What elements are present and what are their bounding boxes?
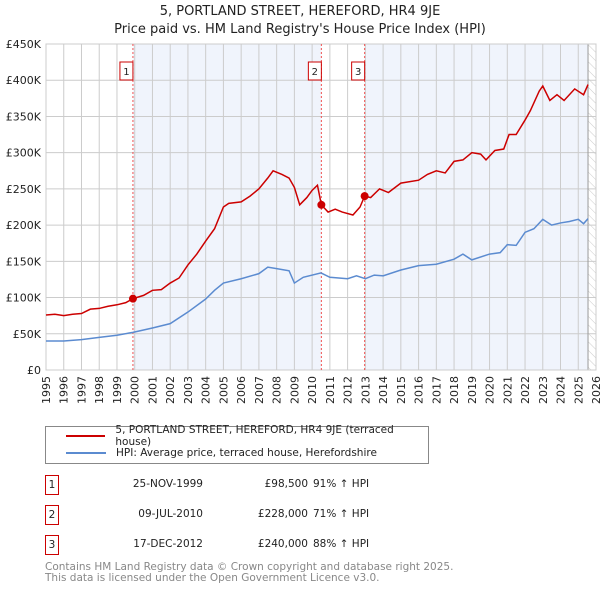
x-tick-label: 2022	[519, 376, 532, 404]
x-tick-label: 2005	[217, 376, 230, 404]
y-tick-label: £150K	[6, 255, 42, 268]
y-tick-label: £450K	[6, 38, 42, 51]
x-tick-label: 1995	[40, 376, 53, 404]
legend: 5, PORTLAND STREET, HEREFORD, HR4 9JE (t…	[45, 424, 429, 464]
sale-price: £98,500	[264, 478, 308, 490]
x-tick-label: 2015	[395, 376, 408, 404]
hpi-diff: 71% ↑ HPI	[313, 508, 370, 520]
property-price-line	[45, 84, 589, 317]
sale-price: £228,000	[257, 508, 308, 520]
x-tick-label: 2017	[430, 376, 443, 404]
hpi-diff: 88% ↑ HPI	[313, 538, 370, 550]
x-tick-label: 2019	[466, 376, 479, 404]
marker-badge: 2	[45, 505, 59, 525]
x-tick-label: 2001	[146, 376, 159, 404]
x-tick-label: 2000	[129, 376, 142, 404]
x-tick-label: 2010	[306, 376, 319, 404]
x-tick-label: 2007	[253, 376, 266, 404]
y-tick-label: £300K	[6, 147, 42, 160]
x-tick-label: 2024	[555, 376, 568, 404]
x-tick-label: 2011	[324, 376, 337, 404]
x-tick-label: 2020	[484, 376, 497, 404]
legend-item-hpi: HPI: Average price, terraced house, Here…	[66, 446, 377, 460]
sale-marker-label: 1	[123, 67, 129, 78]
shaded-range	[364, 44, 589, 370]
sale-price: £240,000	[257, 538, 308, 550]
x-tick-label: 2012	[342, 376, 355, 404]
x-tick-label: 2002	[164, 376, 177, 404]
legend-swatch-blue	[66, 452, 106, 454]
sale-marker-label: 2	[312, 67, 318, 78]
transaction-row: 2 09-JUL-2010 £228,000 71% ↑ HPI	[45, 505, 465, 525]
forecast-hatch	[588, 44, 596, 370]
y-tick-label: £200K	[6, 219, 42, 232]
x-tick-label: 2023	[537, 376, 550, 404]
sale-date: 17-DEC-2012	[133, 538, 203, 550]
x-tick-label: 2008	[271, 376, 284, 404]
hpi-diff: 91% ↑ HPI	[313, 478, 370, 490]
marker-badge: 1	[45, 475, 59, 495]
x-tick-label: 2006	[235, 376, 248, 404]
sale-marker-box	[307, 61, 322, 81]
x-tick-label: 2025	[572, 376, 585, 404]
y-tick-label: £400K	[6, 74, 42, 87]
x-tick-label: 2026	[590, 376, 600, 404]
sale-marker-box	[119, 61, 134, 81]
sale-date: 09-JUL-2010	[138, 508, 203, 520]
transaction-row: 3 17-DEC-2012 £240,000 88% ↑ HPI	[45, 535, 465, 555]
y-tick-label: £100K	[6, 292, 42, 305]
legend-swatch-red	[66, 435, 106, 437]
x-tick-label: 2004	[200, 376, 213, 404]
sale-point	[128, 294, 137, 303]
marker-badge: 3	[45, 535, 59, 555]
x-tick-label: 2016	[413, 376, 426, 404]
x-tick-label: 2018	[448, 376, 461, 404]
legend-item-property: 5, PORTLAND STREET, HEREFORD, HR4 9JE (t…	[66, 424, 428, 448]
transaction-row: 1 25-NOV-1999 £98,500 91% ↑ HPI	[45, 475, 465, 495]
sale-marker-box	[351, 61, 366, 81]
y-tick-label: £50K	[13, 328, 42, 341]
y-tick-label: £250K	[6, 183, 42, 196]
hpi-line	[46, 218, 589, 342]
sale-point	[317, 200, 326, 209]
x-tick-label: 2003	[182, 376, 195, 404]
footer-licence: This data is licensed under the Open Gov…	[45, 572, 380, 584]
x-tick-label: 1996	[58, 376, 71, 404]
price-chart: 1995 1996 1997 1998 1999 2000 2001 2002 2003 2004…	[6, 38, 600, 404]
legend-label: HPI: Average price, terraced house, Here…	[116, 447, 377, 459]
shaded-range	[132, 44, 322, 370]
x-tick-label: 2013	[359, 376, 372, 404]
y-tick-label: £350K	[6, 110, 42, 123]
x-tick-label: 1999	[111, 376, 124, 404]
sale-date: 25-NOV-1999	[132, 478, 203, 490]
legend-label: 5, PORTLAND STREET, HEREFORD, HR4 9JE (t…	[115, 424, 394, 448]
sale-marker-label: 3	[355, 67, 361, 78]
x-tick-label: 2014	[377, 376, 390, 404]
footer-copyright: Contains HM Land Registry data © Crown c…	[45, 561, 454, 573]
y-tick-label: £0	[27, 364, 41, 377]
x-tick-label: 1997	[75, 376, 88, 404]
x-tick-label: 2009	[288, 376, 301, 404]
x-tick-label: 1998	[93, 376, 106, 404]
chart-title: 5, PORTLAND STREET, HEREFORD, HR4 9JE	[159, 4, 441, 19]
x-tick-label: 2021	[501, 376, 514, 404]
chart-subtitle: Price paid vs. HM Land Registry's House …	[114, 22, 486, 37]
sale-point	[360, 192, 369, 201]
